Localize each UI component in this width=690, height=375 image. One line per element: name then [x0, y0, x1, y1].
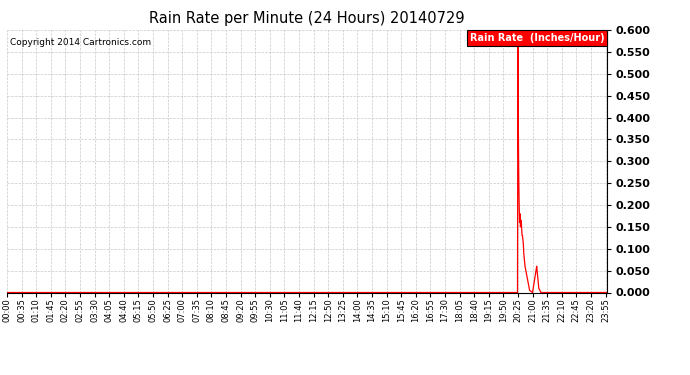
Text: Copyright 2014 Cartronics.com: Copyright 2014 Cartronics.com — [10, 38, 151, 47]
Text: Rain Rate  (Inches/Hour): Rain Rate (Inches/Hour) — [470, 33, 604, 43]
Title: Rain Rate per Minute (24 Hours) 20140729: Rain Rate per Minute (24 Hours) 20140729 — [149, 11, 465, 26]
